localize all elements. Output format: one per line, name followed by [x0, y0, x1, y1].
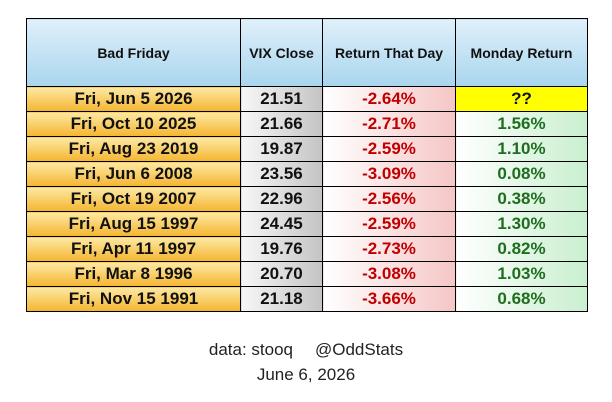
date: June 6, 2026: [256, 365, 356, 384]
return-cell: -2.59%: [322, 136, 456, 162]
table-body: Fri, Jun 5 2026 21.51 -2.64%?? Fri, Oct 10 …: [26, 86, 588, 312]
handle: @OddStats: [314, 340, 404, 359]
return-cell: -2.56%: [322, 186, 456, 212]
header-cell: Return That Day: [322, 18, 456, 87]
monday-cell: 0.38%: [455, 186, 588, 212]
date-cell: Fri, Aug 15 1997: [26, 211, 241, 237]
date-cell: Fri, Aug 23 2019: [26, 136, 241, 162]
source: data: stooq: [208, 340, 293, 359]
table-row: Fri, Aug 23 2019 19.87 -2.59% 1.10%: [26, 136, 588, 162]
vix-cell: 21.51: [240, 86, 323, 112]
table-row: Fri, Oct 19 2007 22.96 -2.56% 0.38%: [26, 186, 588, 212]
monday-cell: 1.03%: [455, 261, 588, 287]
vix-cell: 19.76: [240, 236, 323, 262]
table-row: Fri, Aug 15 1997 24.45 -2.59% 1.30%: [26, 211, 588, 237]
date-cell: Fri, Oct 19 2007: [26, 186, 241, 212]
header-row: Bad Friday VIX Close Return That Day Monday…: [26, 18, 588, 87]
table-row: Fri, Apr 11 1997 19.76 -2.73% 0.82%: [26, 236, 588, 262]
return-cell: -2.73%: [322, 236, 456, 262]
footer-line: data: stooq @OddStats: [0, 340, 612, 360]
return-cell: -2.71%: [322, 111, 456, 137]
return-cell: -2.59%: [322, 211, 456, 237]
header-cell: Monday Return: [455, 18, 588, 87]
table-row: Fri, Jun 5 2026 21.51 -2.64%??: [26, 86, 588, 112]
table-row: Fri, Nov 15 1991 21.18 -3.66% 0.68%: [26, 286, 588, 312]
vix-cell: 19.87: [240, 136, 323, 162]
date-cell: Fri, Oct 10 2025: [26, 111, 241, 137]
table-row: Fri, Oct 10 2025 21.66 -2.71% 1.56%: [26, 111, 588, 137]
monday-cell: 1.56%: [455, 111, 588, 137]
table-row: Fri, Jun 6 2008 23.56 -3.09% 0.08%: [26, 161, 588, 187]
monday-cell: 0.82%: [455, 236, 588, 262]
monday-cell: 0.08%: [455, 161, 588, 187]
header-cell: Bad Friday: [26, 18, 241, 87]
vix-cell: 24.45: [240, 211, 323, 237]
date-cell: Fri, Apr 11 1997: [26, 236, 241, 262]
return-cell: -3.66%: [322, 286, 456, 312]
vix-cell: 21.18: [240, 286, 323, 312]
vix-cell: 21.66: [240, 111, 323, 137]
date-cell: Fri, Jun 5 2026: [26, 86, 241, 112]
header-cell: VIX Close: [240, 18, 323, 87]
return-cell: -2.64%: [322, 86, 456, 112]
vix-cell: 20.70: [240, 261, 323, 287]
table-header: Bad Friday VIX Close Return That Day Monday…: [26, 18, 588, 87]
date-cell: Fri, Mar 8 1996: [26, 261, 241, 287]
return-cell: -3.09%: [322, 161, 456, 187]
monday-cell: 0.68%: [455, 286, 588, 312]
vix-cell: 22.96: [240, 186, 323, 212]
date-cell: Fri, Nov 15 1991: [26, 286, 241, 312]
table-row: Fri, Mar 8 1996 20.70 -3.08% 1.03%: [26, 261, 588, 287]
return-cell: -3.08%: [322, 261, 456, 287]
vix-cell: 23.56: [240, 161, 323, 187]
monday-cell: 1.30%: [455, 211, 588, 237]
table: Bad Friday VIX Close Return That Day Monday…: [26, 18, 588, 312]
monday-cell: 1.10%: [455, 136, 588, 162]
date-cell: Fri, Jun 6 2008: [26, 161, 241, 187]
monday-cell: ??: [455, 86, 588, 112]
